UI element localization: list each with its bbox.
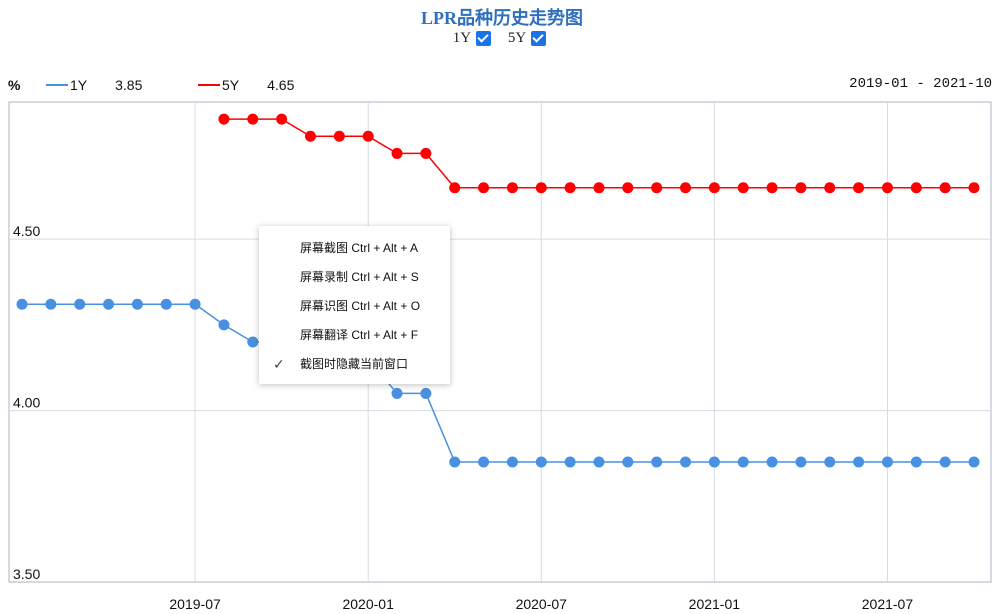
menu-item-screen-ocr-label: 屏幕识图 Ctrl + Alt + O <box>300 299 421 313</box>
legend-item-5y: 5Y 4.65 <box>198 77 294 93</box>
date-range-label: 2019-01 - 2021-10 <box>849 76 992 92</box>
y-tick-label: 3.50 <box>13 566 40 582</box>
context-menu: 屏幕截图 Ctrl + Alt + A 屏幕录制 Ctrl + Alt + S … <box>259 226 450 384</box>
data-point-5y <box>564 182 576 194</box>
toggle-5y[interactable]: 5Y <box>508 30 551 47</box>
data-point-5y <box>968 182 980 194</box>
data-point-1y <box>737 456 749 468</box>
check-icon: ✓ <box>273 356 285 372</box>
data-point-1y <box>449 456 461 468</box>
data-point-1y <box>910 456 922 468</box>
data-point-5y <box>362 130 374 142</box>
menu-item-screen-record-label: 屏幕录制 Ctrl + Alt + S <box>300 270 419 284</box>
data-point-5y <box>449 182 461 194</box>
data-point-1y <box>622 456 634 468</box>
unit-label: % <box>8 77 21 93</box>
toggle-5y-checkbox[interactable] <box>531 31 547 46</box>
y-tick-label: 4.00 <box>13 395 40 411</box>
menu-item-screen-translate-label: 屏幕翻译 Ctrl + Alt + F <box>300 328 419 342</box>
x-tick-label: 2021-01 <box>689 596 741 612</box>
series-toggles: 1Y 5Y <box>0 30 1004 47</box>
menu-item-screen-ocr[interactable]: 屏幕识图 Ctrl + Alt + O <box>259 292 450 321</box>
data-point-5y <box>824 182 836 194</box>
chart-title: LPR品种历史走势图 <box>421 8 583 28</box>
data-point-1y <box>74 298 86 310</box>
data-point-1y <box>420 387 432 399</box>
legend-item-1y: 1Y 3.85 <box>46 77 142 93</box>
menu-item-hide-window-label: 截图时隐藏当前窗口 <box>300 357 409 371</box>
data-point-5y <box>910 182 922 194</box>
menu-item-screenshot[interactable]: 屏幕截图 Ctrl + Alt + A <box>259 234 450 263</box>
legend-5y-value: 4.65 <box>267 77 295 93</box>
data-point-5y <box>333 130 345 142</box>
data-point-5y <box>651 182 663 194</box>
y-tick-label: 4.50 <box>13 223 40 239</box>
toggle-5y-label: 5Y <box>507 30 527 46</box>
legend-1y-swatch <box>46 84 68 86</box>
series-line-1y <box>22 303 974 463</box>
data-point-5y <box>737 182 749 194</box>
data-point-1y <box>564 456 576 468</box>
data-point-1y <box>189 298 201 310</box>
data-point-5y <box>680 182 692 194</box>
x-tick-label: 2020-01 <box>342 596 394 612</box>
data-point-5y <box>535 182 547 194</box>
data-point-5y <box>506 182 518 194</box>
data-point-1y <box>506 456 518 468</box>
data-point-1y <box>103 298 115 310</box>
legend-5y-swatch <box>198 84 220 86</box>
data-point-1y <box>881 456 893 468</box>
data-point-1y <box>16 298 28 310</box>
data-point-5y <box>391 147 403 159</box>
data-point-5y <box>218 113 230 125</box>
data-point-5y <box>766 182 778 194</box>
data-point-1y <box>593 456 605 468</box>
data-point-1y <box>766 456 778 468</box>
data-point-1y <box>651 456 663 468</box>
data-point-1y <box>680 456 692 468</box>
toggle-1y-label: 1Y <box>452 30 472 46</box>
menu-item-screen-translate[interactable]: 屏幕翻译 Ctrl + Alt + F <box>259 321 450 350</box>
data-point-1y <box>247 336 259 348</box>
data-point-1y <box>939 456 951 468</box>
data-point-1y <box>131 298 143 310</box>
data-point-1y <box>45 298 57 310</box>
data-point-5y <box>708 182 720 194</box>
data-point-1y <box>824 456 836 468</box>
data-point-5y <box>276 113 288 125</box>
data-point-1y <box>853 456 865 468</box>
data-point-5y <box>881 182 893 194</box>
data-point-5y <box>795 182 807 194</box>
x-tick-label: 2020-07 <box>516 596 568 612</box>
data-point-1y <box>478 456 490 468</box>
menu-item-screenshot-label: 屏幕截图 Ctrl + Alt + A <box>300 241 419 255</box>
data-point-5y <box>420 147 432 159</box>
legend-1y-name: 1Y <box>70 77 88 93</box>
data-point-1y <box>708 456 720 468</box>
toggle-1y-checkbox[interactable] <box>476 31 492 46</box>
data-point-5y <box>593 182 605 194</box>
data-point-5y <box>304 130 316 142</box>
menu-item-hide-window[interactable]: ✓ 截图时隐藏当前窗口 <box>259 350 450 379</box>
menu-item-screen-record[interactable]: 屏幕录制 Ctrl + Alt + S <box>259 263 450 292</box>
data-point-5y <box>622 182 634 194</box>
toggle-1y[interactable]: 1Y <box>453 30 496 47</box>
data-point-1y <box>535 456 547 468</box>
x-tick-label: 2019-07 <box>169 596 221 612</box>
data-point-1y <box>968 456 980 468</box>
data-point-1y <box>795 456 807 468</box>
data-point-1y <box>160 298 172 310</box>
data-point-5y <box>853 182 865 194</box>
data-point-5y <box>247 113 259 125</box>
legend-1y-value: 3.85 <box>115 77 143 93</box>
data-point-1y <box>218 319 230 331</box>
series-line-5y <box>223 118 974 189</box>
data-point-1y <box>391 387 403 399</box>
data-point-5y <box>939 182 951 194</box>
x-tick-label: 2021-07 <box>862 596 914 612</box>
data-point-5y <box>478 182 490 194</box>
legend-5y-name: 5Y <box>222 77 240 93</box>
plot-area <box>8 101 992 583</box>
